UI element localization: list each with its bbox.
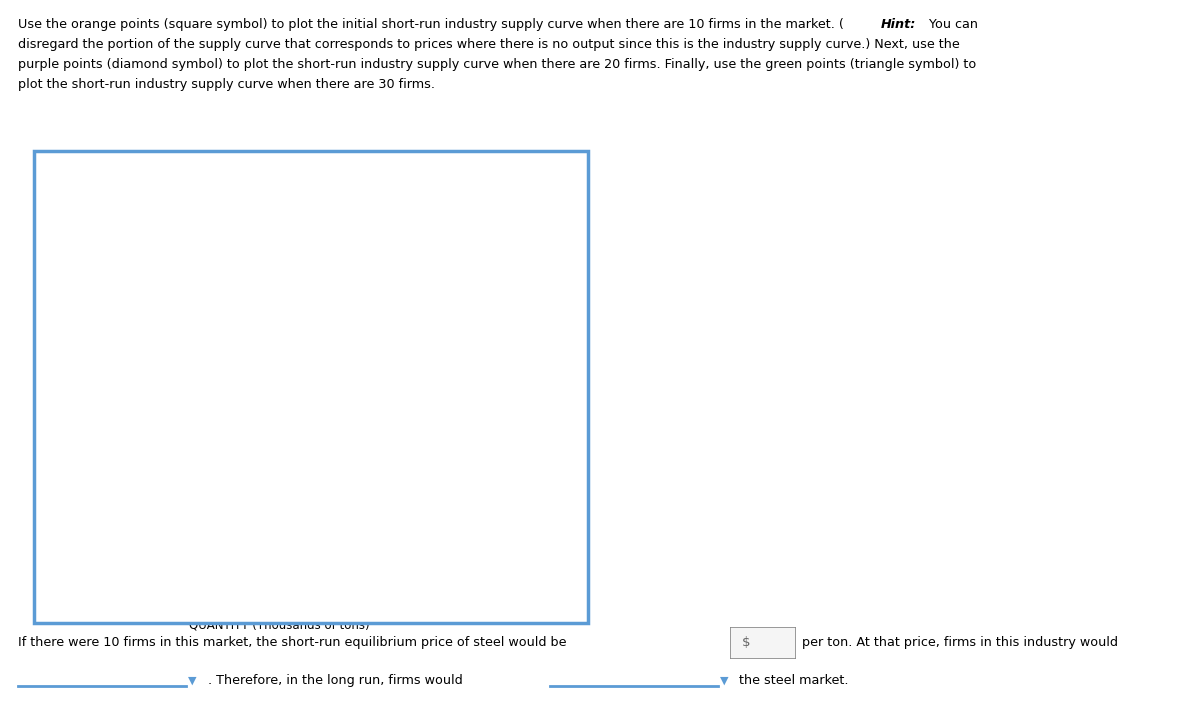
Text: Supply (20 firms): Supply (20 firms) xyxy=(422,407,538,420)
Text: . Therefore, in the long run, firms would: . Therefore, in the long run, firms woul… xyxy=(208,674,462,687)
Y-axis label: PRICE (Dollars per ton): PRICE (Dollars per ton) xyxy=(61,334,74,469)
Text: $: $ xyxy=(742,636,750,649)
Text: Supply (30 firms): Supply (30 firms) xyxy=(422,514,538,527)
Text: Use the orange points (square symbol) to plot the initial short-run industry sup: Use the orange points (square symbol) to… xyxy=(18,18,844,31)
Text: purple points (diamond symbol) to plot the short-run industry supply curve when : purple points (diamond symbol) to plot t… xyxy=(18,58,977,71)
FancyBboxPatch shape xyxy=(730,627,796,659)
X-axis label: QUANTITY (Thousands of tons): QUANTITY (Thousands of tons) xyxy=(188,618,370,631)
Text: Demand: Demand xyxy=(250,357,306,370)
Text: ▼: ▼ xyxy=(188,675,197,685)
Text: If there were 10 firms in this market, the short-run equilibrium price of steel : If there were 10 firms in this market, t… xyxy=(18,636,566,649)
Text: plot the short-run industry supply curve when there are 30 firms.: plot the short-run industry supply curve… xyxy=(18,78,436,91)
Text: the steel market.: the steel market. xyxy=(739,674,848,687)
Text: disregard the portion of the supply curve that corresponds to prices where there: disregard the portion of the supply curv… xyxy=(18,38,960,51)
Text: You can: You can xyxy=(925,18,978,31)
Circle shape xyxy=(535,155,574,192)
Text: Hint:: Hint: xyxy=(881,18,916,31)
Text: ▼: ▼ xyxy=(720,675,728,685)
Text: per ton. At that price, firms in this industry would: per ton. At that price, firms in this in… xyxy=(802,636,1117,649)
Text: ?: ? xyxy=(550,166,559,184)
Text: Supply (10 firms): Supply (10 firms) xyxy=(422,299,538,312)
